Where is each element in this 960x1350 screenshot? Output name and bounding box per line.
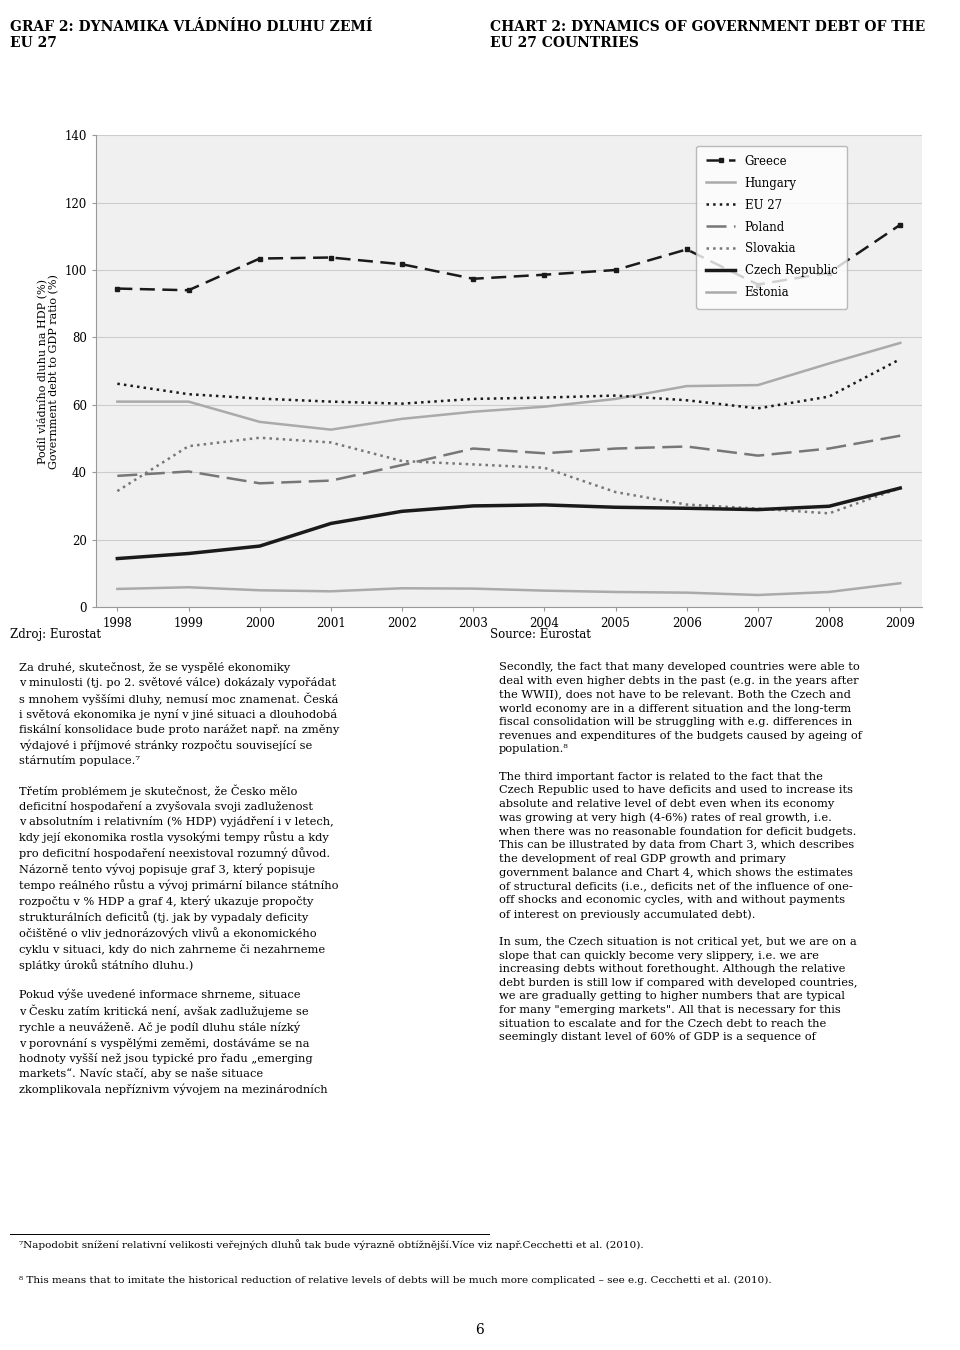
Text: ⁷Napodobit snížení relativní velikosti veřejných dluhů tak bude výrazně obtížněj: ⁷Napodobit snížení relativní velikosti v…: [19, 1239, 644, 1250]
Text: Za druhé, skutečnost, že se vyspělé ekonomiky
v minulosti (tj. po 2. světové vál: Za druhé, skutečnost, že se vyspělé ekon…: [19, 662, 340, 1095]
Text: Secondly, the fact that many developed countries were able to
deal with even hig: Secondly, the fact that many developed c…: [499, 662, 862, 1042]
Y-axis label: Podíl vládního dluhu na HDP (%)
Government debt to GDP ratio (%): Podíl vládního dluhu na HDP (%) Governme…: [36, 274, 60, 468]
Text: GRAF 2: DYNAMIKA VLÁDNÍHO DLUHU ZEMÍ
EU 27: GRAF 2: DYNAMIKA VLÁDNÍHO DLUHU ZEMÍ EU …: [10, 20, 372, 50]
Text: ⁸ This means that to imitate the historical reduction of relative levels of debt: ⁸ This means that to imitate the histori…: [19, 1276, 772, 1285]
Legend: Greece, Hungary, EU 27, Poland, Slovakia, Czech Republic, Estonia: Greece, Hungary, EU 27, Poland, Slovakia…: [696, 146, 847, 309]
Text: CHART 2: DYNAMICS OF GOVERNMENT DEBT OF THE
EU 27 COUNTRIES: CHART 2: DYNAMICS OF GOVERNMENT DEBT OF …: [490, 20, 924, 50]
Text: Source: Eurostat: Source: Eurostat: [490, 628, 590, 641]
Text: 6: 6: [475, 1323, 485, 1336]
Text: Zdroj: Eurostat: Zdroj: Eurostat: [10, 628, 101, 641]
